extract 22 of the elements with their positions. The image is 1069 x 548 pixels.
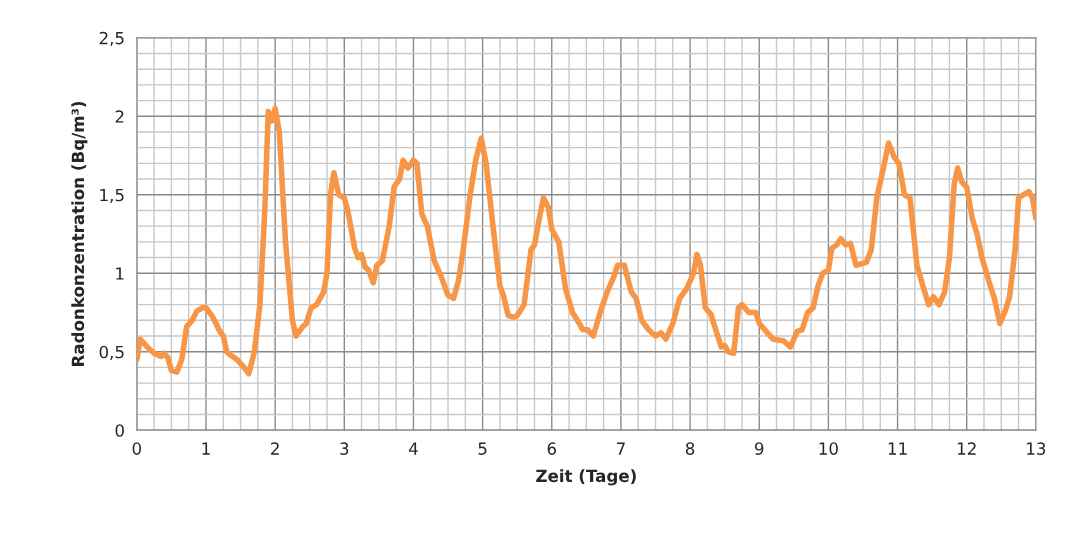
y-tick-label: 2 (115, 110, 124, 123)
x-tick-label: 13 (1027, 442, 1046, 455)
x-tick-label: 5 (478, 442, 487, 455)
x-tick-label: 8 (685, 442, 695, 455)
y-tick-label: 1,5 (100, 188, 124, 204)
y-tick-label: 1 (116, 267, 124, 280)
y-axis-title: Radonkonzentration (Bq/m³) (71, 101, 88, 366)
x-tick-label: 6 (547, 442, 557, 455)
x-tick-label: 3 (340, 442, 349, 455)
x-tick-label: 12 (957, 442, 976, 455)
x-tick-label: 1 (202, 442, 210, 455)
y-tick-label: 0 (115, 424, 124, 437)
x-tick-label: 4 (408, 442, 418, 455)
x-tick-label: 9 (754, 442, 764, 455)
x-axis-title: Zeit (Tage) (536, 469, 636, 486)
x-tick-label: 11 (888, 442, 907, 455)
x-tick-label: 0 (132, 442, 142, 455)
y-tick-label: 2,5 (99, 31, 124, 47)
y-tick-label: 0,5 (99, 345, 124, 360)
x-tick-label: 10 (819, 442, 838, 455)
x-tick-label: 2 (271, 442, 279, 455)
x-tick-label: 7 (616, 442, 625, 455)
